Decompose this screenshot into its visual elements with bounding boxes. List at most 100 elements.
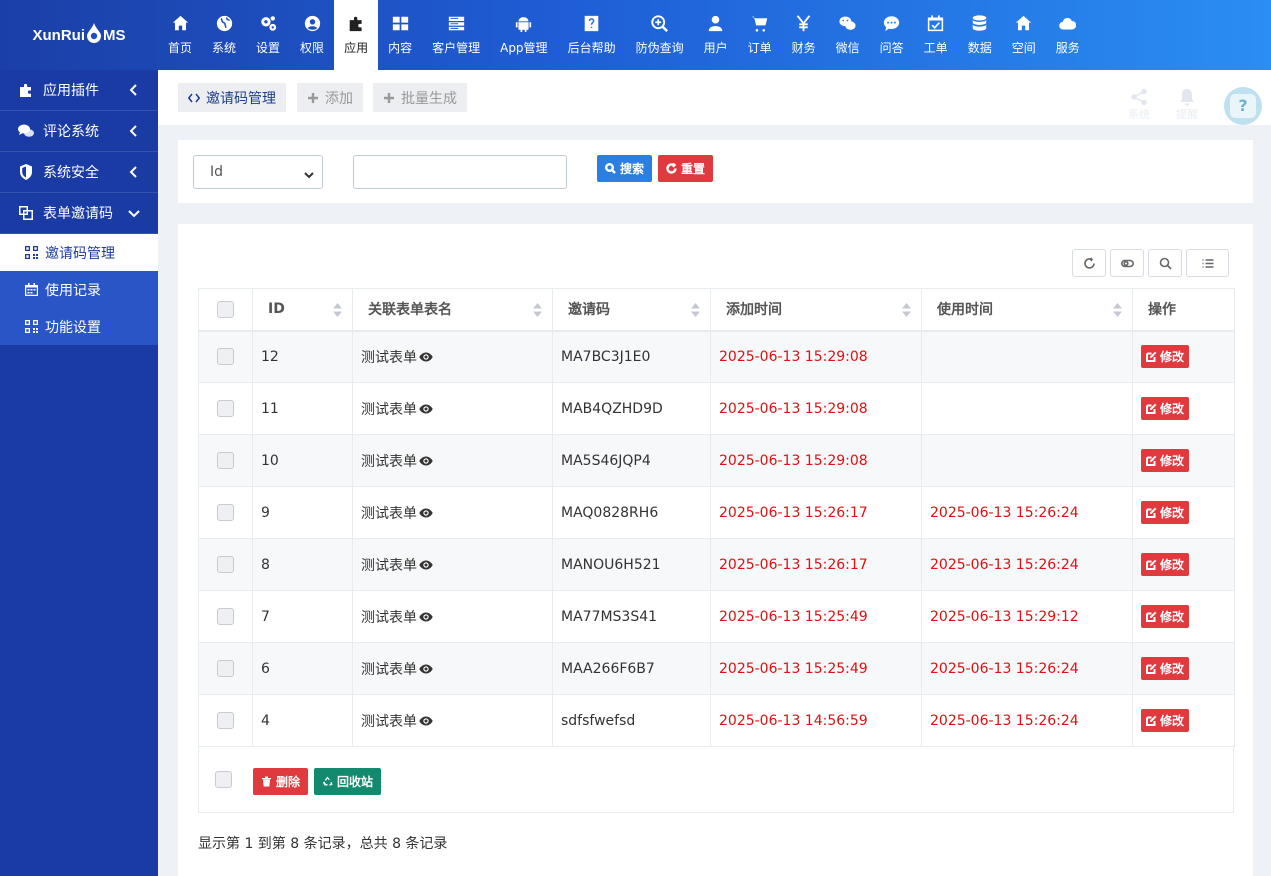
nav-item-8[interactable]: 后台帮助 [558,0,626,70]
toggle-view-button[interactable] [1110,249,1144,277]
column-header-id[interactable]: ID [252,288,353,332]
sidebar-item-comments[interactable]: 评论系统 [0,111,158,152]
nav-item-9[interactable]: 防伪查询 [626,0,694,70]
edit-button[interactable]: 修改 [1141,709,1190,732]
invite-code-table: ID 关联表单表名 邀请码 添加时间 使用时间 操作 12 测试表单 MA7BC3J… [198,288,1235,747]
refresh-tool-button[interactable] [1072,249,1106,277]
eye-icon[interactable] [419,403,433,415]
form-name-link[interactable]: 测试表单 [361,661,417,678]
row-checkbox[interactable] [217,712,234,729]
eye-icon[interactable] [419,455,433,467]
delete-label: 删除 [276,775,301,789]
cell-form-name: 测试表单 [352,642,553,695]
nav-item-1[interactable]: 系统 [202,0,246,70]
row-checkbox[interactable] [217,348,234,366]
edit-button[interactable]: 修改 [1141,605,1190,628]
edit-button[interactable]: 修改 [1141,501,1190,524]
nav-item-0[interactable]: 首页 [158,0,202,70]
row-checkbox[interactable] [217,556,234,573]
delete-button[interactable]: 删除 [253,768,309,795]
reset-button[interactable]: 重置 [658,155,714,182]
cell-invite-code: MA5S46JQP4 [552,434,711,487]
nav-item-4[interactable]: 应用 [334,0,379,70]
edit-button[interactable]: 修改 [1141,657,1190,680]
help-avatar-label: ? [1230,94,1256,118]
nav-item-10[interactable]: 用户 [694,0,738,70]
select-all-checkbox[interactable] [217,300,234,318]
eye-icon[interactable] [419,611,433,623]
nav-item-13[interactable]: 微信 [826,0,870,70]
search-button[interactable]: 搜索 [597,155,653,182]
share-shortcut[interactable]: 系统 [1128,88,1150,122]
invite-manage-tab[interactable]: 邀请码管理 [178,83,286,112]
nav-item-5[interactable]: 内容 [378,0,422,70]
row-checkbox[interactable] [217,660,234,677]
nav-item-12[interactable]: 财务 [782,0,826,70]
nav-item-15[interactable]: 工单 [914,0,958,70]
row-select-cell [198,434,253,487]
table-body: 12 测试表单 MA7BC3J1E0 2025-06-13 15:29:08 修改 11 测… [198,330,1235,747]
grid-icon [391,15,409,33]
footer-select-all-checkbox[interactable] [215,771,232,788]
form-name-link[interactable]: 测试表单 [361,609,417,626]
eye-icon[interactable] [419,663,433,675]
sidebar-item-feature-settings[interactable]: 功能设置 [0,308,158,345]
row-checkbox[interactable] [217,400,234,417]
edit-button[interactable]: 修改 [1141,345,1190,369]
nav-item-16[interactable]: 数据 [958,0,1002,70]
edit-button[interactable]: 修改 [1141,449,1190,472]
form-name-link[interactable]: 测试表单 [361,557,417,574]
sidebar-item-security[interactable]: 系统安全 [0,152,158,193]
eye-icon[interactable] [419,559,433,571]
sidebar-item-usage-records[interactable]: 使用记录 [0,271,158,308]
notification-shortcut[interactable]: 提醒 [1176,88,1198,122]
columns-tool-button[interactable] [1186,249,1229,277]
row-checkbox[interactable] [217,504,234,521]
nav-item-18[interactable]: 服务 [1046,0,1090,70]
search-icon [605,163,616,174]
nav-item-label: 微信 [835,40,860,55]
column-header-invite-code[interactable]: 邀请码 [552,288,711,332]
column-header-added-time[interactable]: 添加时间 [710,288,922,332]
logo[interactable]: XunRui MS [0,0,158,70]
cell-id: 8 [252,538,353,591]
nav-item-7[interactable]: App管理 [490,0,557,70]
eye-icon[interactable] [419,507,433,519]
search-tool-button[interactable] [1148,249,1182,277]
database-icon [971,15,989,33]
column-header-used-time[interactable]: 使用时间 [921,288,1133,332]
batch-generate-button[interactable]: 批量生成 [373,83,467,112]
row-checkbox[interactable] [217,608,234,625]
nav-item-14[interactable]: 问答 [870,0,914,70]
cell-used-time [921,434,1133,487]
sidebar-submenu: 邀请码管理 使用记录 功能设置 [0,234,158,345]
sidebar-item-app-plugins[interactable]: 应用插件 [0,70,158,111]
form-name-link[interactable]: 测试表单 [361,713,417,730]
sidebar-item-invite-manage[interactable]: 邀请码管理 [0,234,158,271]
nav-item-11[interactable]: 订单 [738,0,782,70]
nav-item-2[interactable]: 设置 [246,0,290,70]
recycle-bin-button[interactable]: 回收站 [314,768,382,795]
row-checkbox[interactable] [217,452,234,469]
nav-item-17[interactable]: 空间 [1002,0,1046,70]
nav-item-6[interactable]: 客户管理 [422,0,490,70]
search-field-select[interactable]: Id [193,155,323,189]
cell-added-time: 2025-06-13 14:56:59 [710,694,922,747]
eye-icon[interactable] [419,351,433,363]
sidebar-item-form-invite[interactable]: 表单邀请码 [0,193,158,234]
column-header-form-name[interactable]: 关联表单表名 [352,288,553,332]
edit-button[interactable]: 修改 [1141,553,1190,576]
form-name-link[interactable]: 测试表单 [361,505,417,522]
form-name-link[interactable]: 测试表单 [361,349,417,366]
form-name-link[interactable]: 测试表单 [361,401,417,418]
form-name-link[interactable]: 测试表单 [361,453,417,470]
help-avatar[interactable]: ? [1224,87,1262,125]
edit-button[interactable]: 修改 [1141,397,1190,420]
bell-icon [1180,89,1194,106]
search-input[interactable] [353,155,567,189]
search-label: 搜索 [620,162,645,176]
eye-icon[interactable] [419,715,433,727]
logo-text-right: MS [103,26,126,44]
nav-item-3[interactable]: 权限 [290,0,334,70]
add-button[interactable]: 添加 [297,83,363,112]
